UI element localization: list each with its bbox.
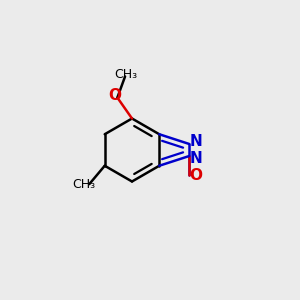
Text: N: N: [190, 134, 202, 149]
Text: O: O: [109, 88, 122, 103]
Text: O: O: [189, 168, 202, 183]
Text: CH₃: CH₃: [114, 68, 137, 82]
Text: N: N: [190, 151, 202, 166]
Text: CH₃: CH₃: [72, 178, 95, 191]
